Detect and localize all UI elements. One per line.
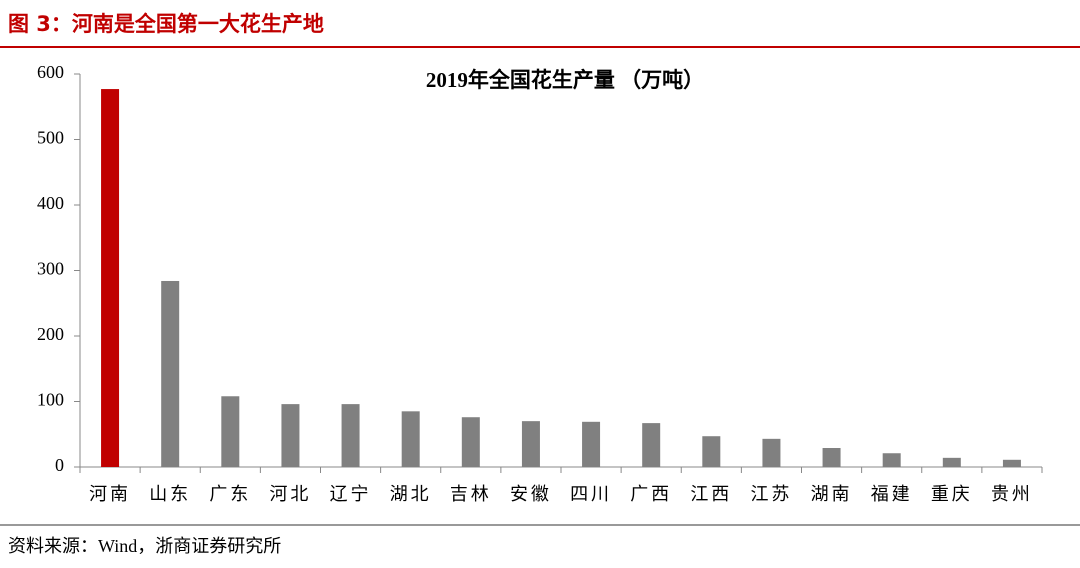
bar xyxy=(762,438,781,467)
y-tick-label: 300 xyxy=(37,259,64,279)
y-tick-label: 100 xyxy=(37,390,64,410)
chart-title: 2019年全国花生产量 （万吨） xyxy=(426,68,704,92)
bar xyxy=(582,421,601,467)
x-tick-label: 贵州 xyxy=(991,484,1033,504)
y-tick-label: 500 xyxy=(37,128,64,148)
bar xyxy=(101,89,120,467)
bar xyxy=(642,423,661,467)
bar xyxy=(401,411,420,467)
y-tick-label: 200 xyxy=(37,324,64,344)
x-tick-label: 安徽 xyxy=(510,484,552,504)
figure-title: 图 3：河南是全国第一大花生产地 xyxy=(8,12,324,36)
x-tick-label: 福建 xyxy=(871,484,913,504)
x-tick-label: 江西 xyxy=(690,484,732,504)
x-tick-label: 湖南 xyxy=(811,484,853,504)
x-tick-label: 河南 xyxy=(89,484,131,504)
bar xyxy=(822,448,841,467)
x-tick-label: 辽宁 xyxy=(330,484,372,504)
x-tick-label: 广西 xyxy=(630,484,672,504)
bar xyxy=(521,421,540,467)
x-tick-label: 重庆 xyxy=(931,484,973,504)
bar xyxy=(221,396,240,467)
x-tick-label: 广东 xyxy=(209,484,251,504)
x-tick-label: 河北 xyxy=(269,484,311,504)
bar xyxy=(1002,459,1021,467)
source: 资料来源：Wind，浙商证券研究所 xyxy=(8,536,281,556)
x-tick-label: 山东 xyxy=(149,484,191,504)
y-tick-label: 600 xyxy=(37,62,64,82)
x-tick-label: 吉林 xyxy=(450,484,492,504)
x-tick-label: 四川 xyxy=(570,484,612,504)
y-tick-label: 0 xyxy=(55,455,64,475)
x-tick-label: 湖北 xyxy=(390,484,432,504)
bar xyxy=(882,453,901,467)
bar xyxy=(702,436,721,467)
bar xyxy=(942,457,961,467)
bar xyxy=(281,404,300,467)
y-tick-label: 400 xyxy=(37,193,64,213)
bar xyxy=(341,404,360,467)
bar xyxy=(161,280,180,467)
bar xyxy=(461,417,480,467)
x-tick-label: 江苏 xyxy=(750,484,792,504)
